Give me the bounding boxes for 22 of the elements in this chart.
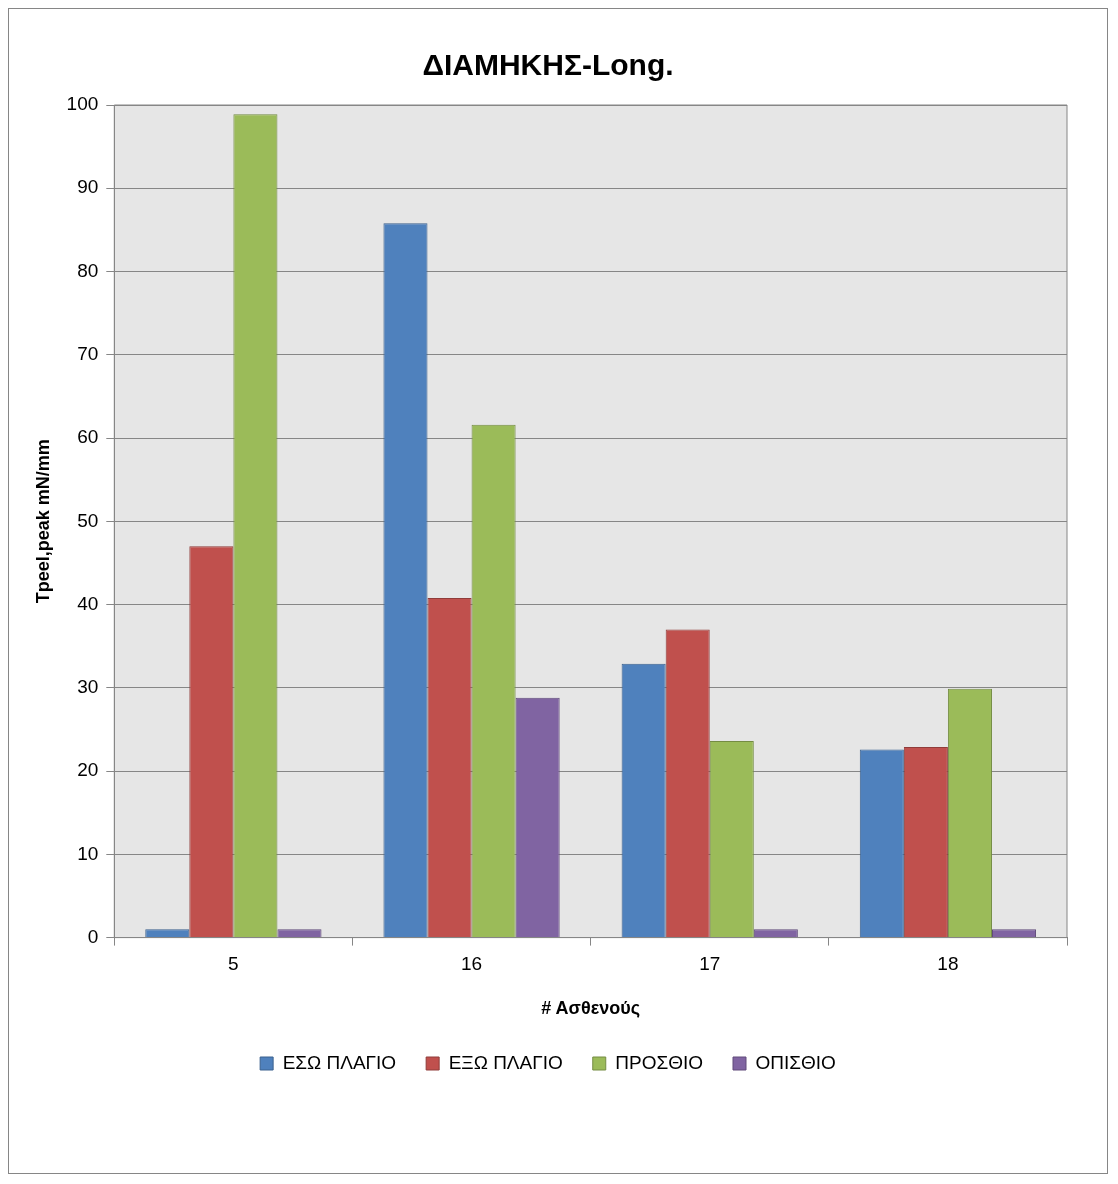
chart-title: ΔΙΑΜΗΚΗΣ-Long. <box>422 48 674 82</box>
y-tick-label: 90 <box>77 176 99 198</box>
y-tick-label: 40 <box>77 592 99 614</box>
y-tick-label: 10 <box>77 842 99 864</box>
x-tick-label: 5 <box>228 953 239 975</box>
legend-label: ΟΠΙΣΘΙΟ <box>755 1051 836 1073</box>
y-tick-label: 30 <box>77 676 99 698</box>
x-tick-label: 17 <box>699 953 721 975</box>
legend-label: ΕΣΩ ΠΛΑΓΙΟ <box>282 1051 397 1073</box>
y-tick-label: 100 <box>66 93 99 115</box>
y-tick-label: 20 <box>77 759 99 781</box>
y-axis-title: Tpeel,peak mN/mm <box>32 439 53 604</box>
y-tick-label: 0 <box>87 925 99 947</box>
x-tick-label: 16 <box>460 953 483 975</box>
x-axis-title: # Ασθενούς <box>541 998 641 1019</box>
legend-label: ΕΞΩ ΠΛΑΓΙΟ <box>448 1051 563 1073</box>
legend-label: ΠΡΟΣΘΙΟ <box>615 1051 704 1073</box>
x-tick-label: 18 <box>937 953 959 975</box>
y-tick-label: 80 <box>77 259 99 281</box>
y-tick-label: 70 <box>77 343 99 365</box>
y-tick-label: 50 <box>77 509 99 531</box>
y-tick-label: 60 <box>77 426 99 448</box>
